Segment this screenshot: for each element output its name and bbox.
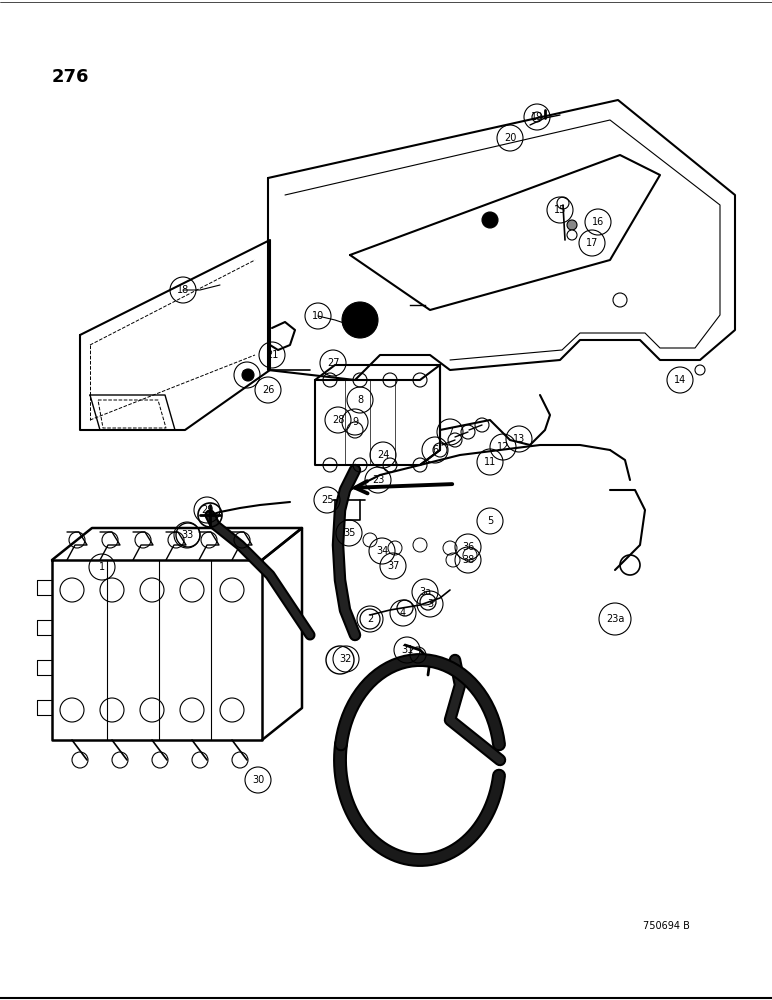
Text: 27: 27 (327, 358, 339, 368)
Text: 11: 11 (484, 457, 496, 467)
Text: 1: 1 (99, 562, 105, 572)
Text: 12: 12 (497, 442, 510, 452)
Text: 21: 21 (266, 350, 278, 360)
Text: 35: 35 (343, 528, 355, 538)
Text: 24: 24 (377, 450, 389, 460)
Text: 34: 34 (376, 546, 388, 556)
Text: 23a: 23a (606, 614, 625, 624)
Text: 2: 2 (367, 614, 373, 624)
Circle shape (482, 212, 498, 228)
Text: 32: 32 (340, 654, 352, 664)
Text: 10: 10 (312, 311, 324, 321)
Text: 36: 36 (462, 542, 474, 552)
Text: 6: 6 (432, 445, 438, 455)
Text: 3a: 3a (419, 587, 431, 597)
Text: 26: 26 (262, 385, 274, 395)
Text: 16: 16 (592, 217, 604, 227)
Text: 14: 14 (674, 375, 686, 385)
Text: 9: 9 (352, 417, 358, 427)
Text: 29: 29 (201, 505, 213, 515)
Text: 276: 276 (52, 68, 90, 86)
Text: 33: 33 (181, 530, 193, 540)
Text: 31: 31 (401, 645, 413, 655)
Text: 18: 18 (177, 285, 189, 295)
Text: 19: 19 (531, 112, 543, 122)
Text: 20: 20 (504, 133, 516, 143)
Text: 23: 23 (372, 475, 384, 485)
Text: 28: 28 (332, 415, 344, 425)
Text: 30: 30 (252, 775, 264, 785)
Circle shape (567, 230, 577, 240)
Text: 37: 37 (387, 561, 399, 571)
Text: 4: 4 (400, 608, 406, 618)
Text: 25: 25 (320, 495, 334, 505)
Circle shape (567, 220, 577, 230)
Text: 7: 7 (447, 427, 453, 437)
Text: 15: 15 (554, 205, 566, 215)
Text: 8: 8 (357, 395, 363, 405)
Text: 22: 22 (241, 370, 253, 380)
Text: 3: 3 (427, 599, 433, 609)
Text: 38: 38 (462, 555, 474, 565)
Text: 17: 17 (586, 238, 598, 248)
Text: 13: 13 (513, 434, 525, 444)
Circle shape (342, 302, 378, 338)
Circle shape (242, 369, 254, 381)
Text: 750694 B: 750694 B (643, 921, 690, 931)
Text: 5: 5 (487, 516, 493, 526)
